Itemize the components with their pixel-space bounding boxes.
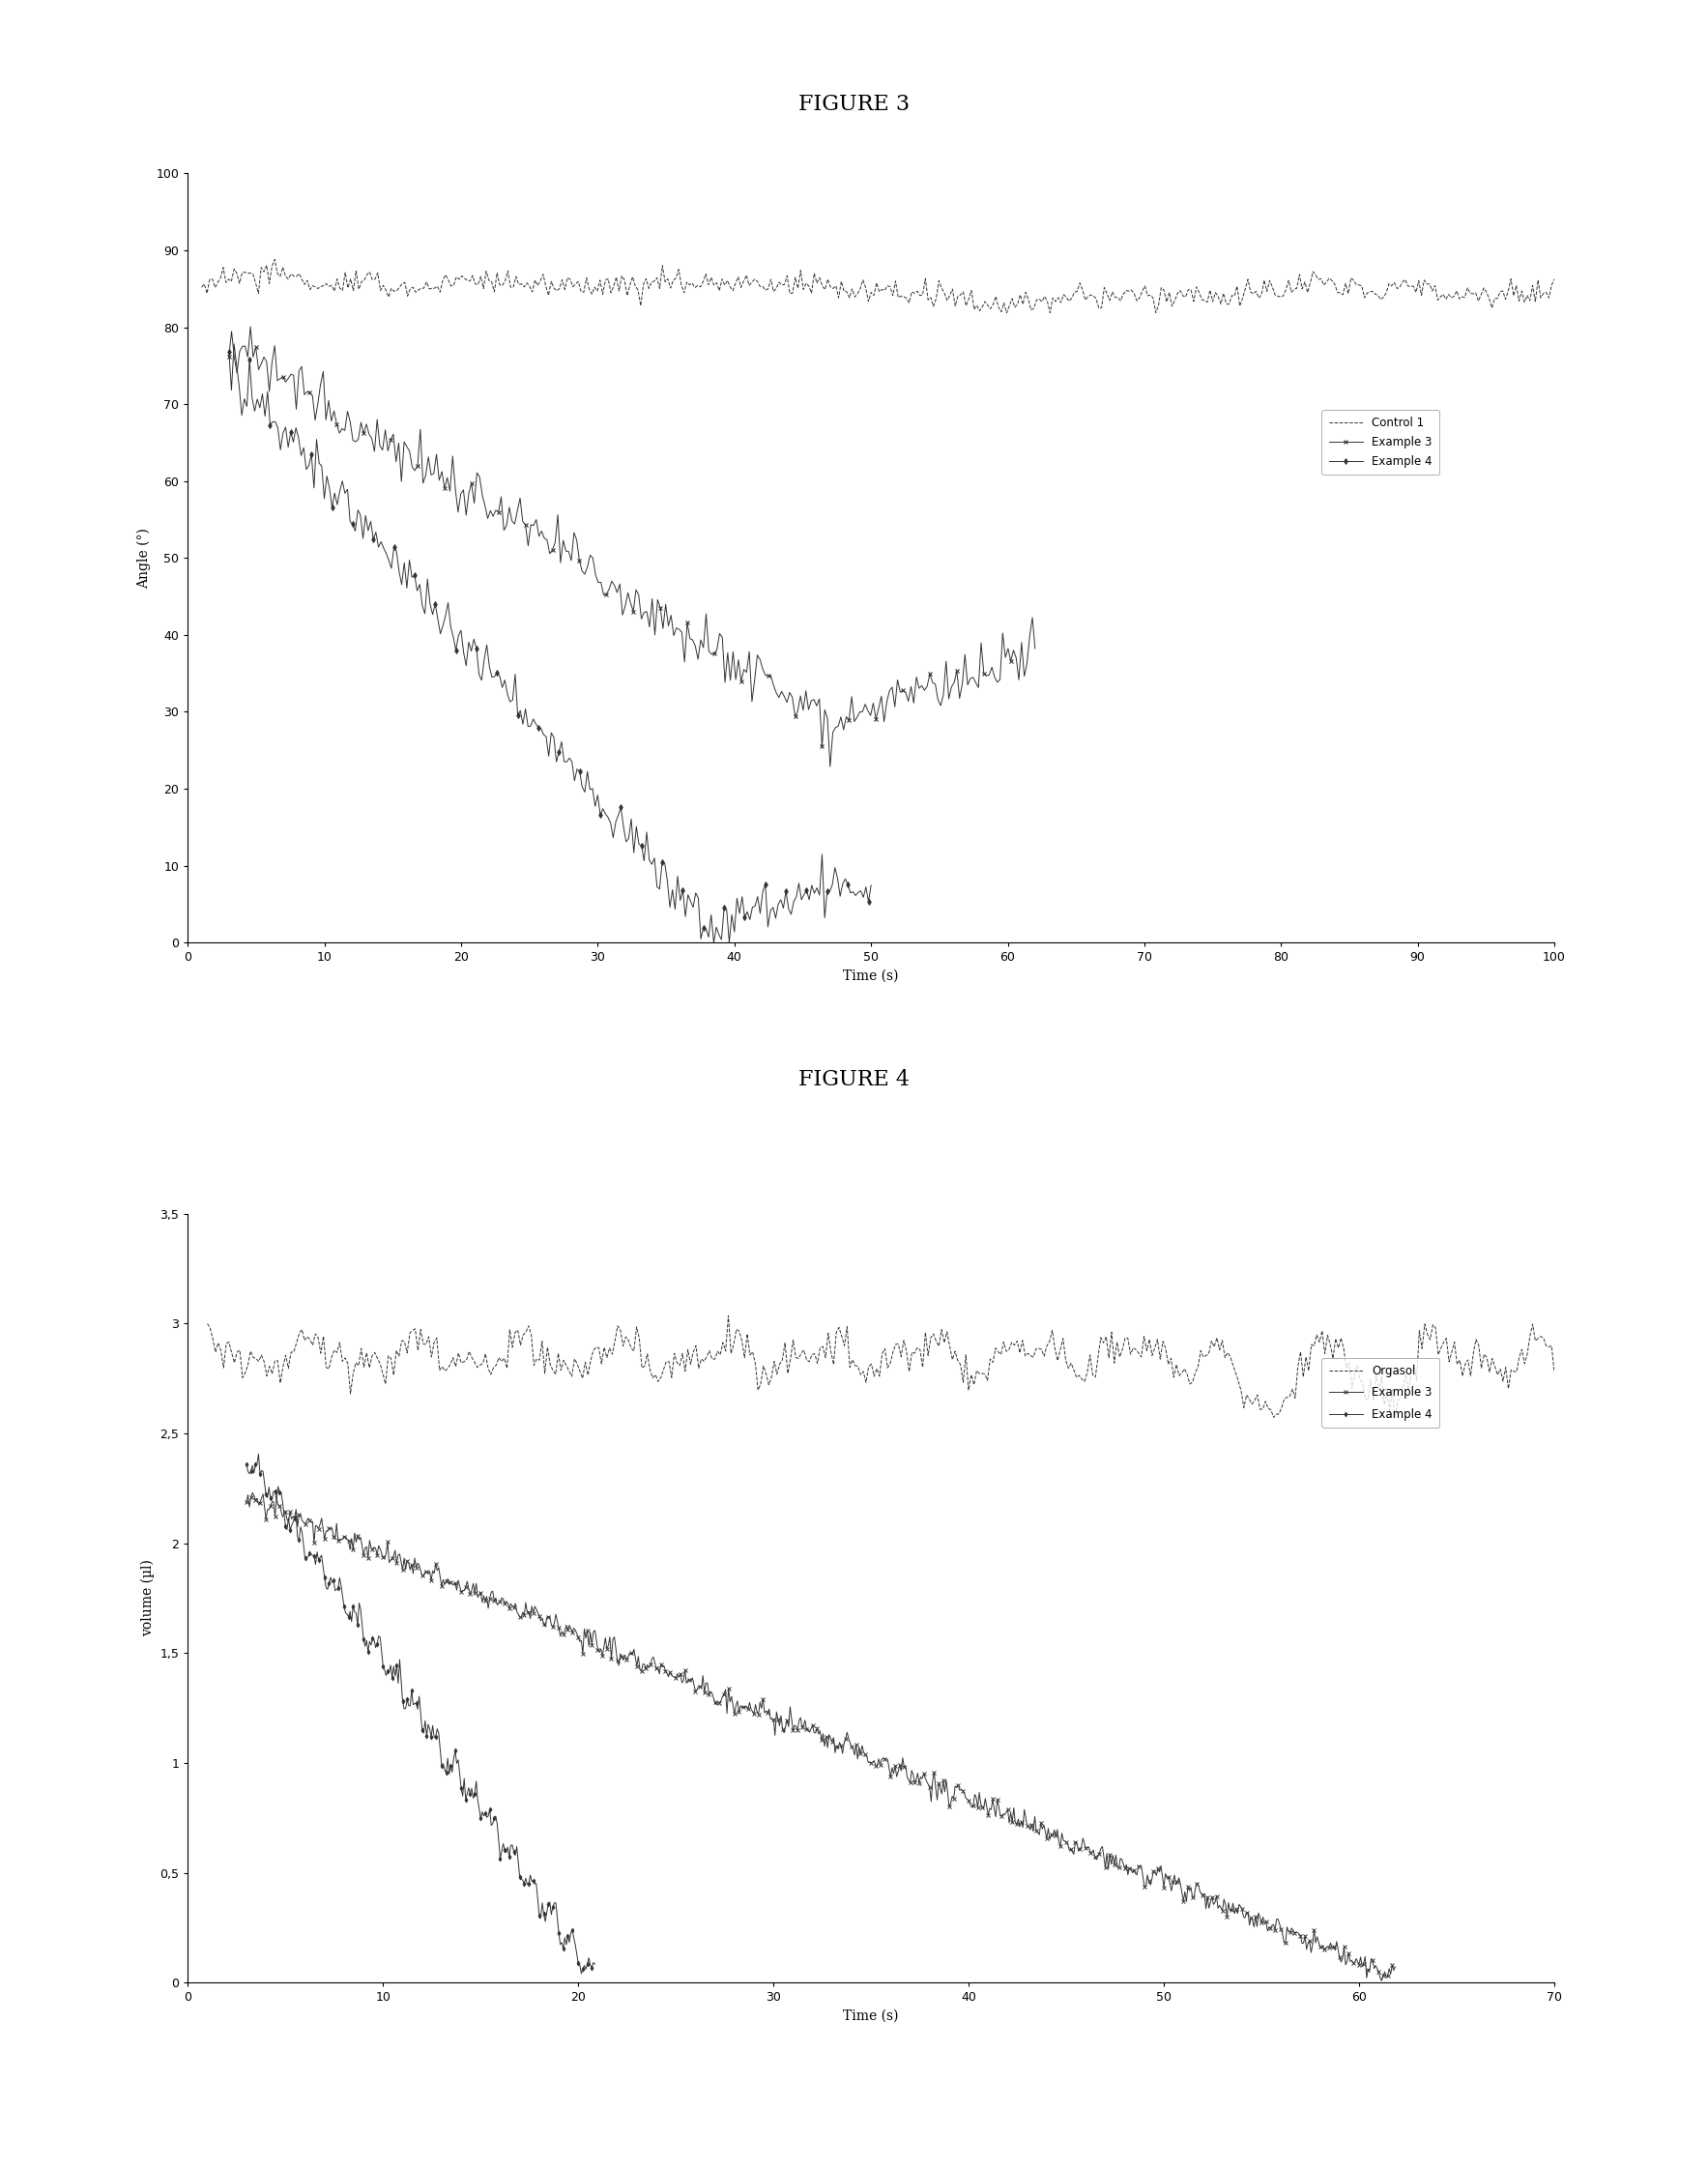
Line: Example 4: Example 4 bbox=[244, 1452, 596, 1976]
Example 4 bbox=[480, 654, 500, 680]
Example 3 bbox=[724, 1701, 745, 1727]
Example 4 bbox=[219, 338, 239, 364]
Control 1 bbox=[837, 280, 857, 306]
Example 3 bbox=[1372, 1968, 1392, 1994]
Example 3 bbox=[820, 754, 840, 780]
Example 4 bbox=[326, 492, 347, 518]
Example 4 bbox=[316, 1575, 336, 1601]
Example 3 bbox=[827, 1734, 847, 1760]
Orgasol bbox=[1001, 1328, 1021, 1354]
Example 3 bbox=[1025, 635, 1045, 661]
Control 1 bbox=[845, 284, 866, 310]
Example 3 bbox=[699, 637, 719, 663]
Control 1 bbox=[1003, 286, 1023, 312]
Example 3 bbox=[454, 1578, 475, 1604]
Line: Example 3: Example 3 bbox=[244, 1491, 1397, 1983]
X-axis label: Time (s): Time (s) bbox=[844, 2009, 898, 2024]
Orgasol bbox=[196, 1311, 217, 1337]
Text: FIGURE 3: FIGURE 3 bbox=[798, 93, 910, 115]
Example 3 bbox=[904, 689, 924, 715]
Example 4 bbox=[533, 1900, 553, 1926]
Orgasol bbox=[929, 1333, 950, 1359]
Example 3 bbox=[446, 1569, 466, 1595]
Example 4 bbox=[506, 1842, 526, 1868]
Example 4 bbox=[704, 930, 724, 956]
Example 4 bbox=[325, 1578, 345, 1604]
Example 4 bbox=[236, 1452, 256, 1478]
Example 3 bbox=[1385, 1955, 1406, 1981]
Control 1 bbox=[926, 286, 946, 312]
Example 4 bbox=[584, 1950, 605, 1976]
Example 3 bbox=[236, 1489, 256, 1515]
Orgasol bbox=[1544, 1359, 1565, 1385]
Line: Orgasol: Orgasol bbox=[207, 1315, 1554, 1417]
Line: Example 3: Example 3 bbox=[227, 325, 1037, 769]
Example 4 bbox=[570, 1961, 591, 1987]
Control 1 bbox=[191, 275, 212, 301]
Example 4 bbox=[224, 332, 244, 358]
Line: Control 1: Control 1 bbox=[202, 260, 1554, 312]
Orgasol bbox=[840, 1354, 861, 1380]
Example 3 bbox=[243, 1480, 263, 1506]
Line: Example 4: Example 4 bbox=[227, 342, 873, 945]
Example 4 bbox=[664, 897, 685, 923]
Example 3 bbox=[241, 314, 261, 340]
Orgasol bbox=[717, 1302, 738, 1328]
Example 4 bbox=[593, 795, 613, 821]
Example 3 bbox=[222, 319, 243, 345]
Example 3 bbox=[818, 1723, 839, 1749]
Control 1 bbox=[996, 299, 1016, 325]
Example 4 bbox=[248, 1441, 268, 1467]
Example 3 bbox=[219, 342, 239, 368]
Control 1 bbox=[265, 247, 285, 273]
Control 1 bbox=[1544, 267, 1565, 293]
Text: FIGURE 4: FIGURE 4 bbox=[798, 1068, 910, 1090]
Example 3 bbox=[702, 641, 722, 667]
Legend: Control 1, Example 3, Example 4: Control 1, Example 3, Example 4 bbox=[1322, 410, 1440, 475]
Example 4 bbox=[487, 659, 507, 685]
Example 3 bbox=[955, 641, 975, 667]
Example 4 bbox=[861, 873, 881, 899]
Legend: Orgasol, Example 3, Example 4: Orgasol, Example 3, Example 4 bbox=[1322, 1359, 1440, 1428]
Orgasol bbox=[1385, 1404, 1406, 1430]
Y-axis label: volume (µl): volume (µl) bbox=[140, 1560, 154, 1636]
Control 1 bbox=[1517, 282, 1537, 308]
X-axis label: Time (s): Time (s) bbox=[844, 969, 898, 984]
Orgasol bbox=[1303, 1333, 1324, 1359]
Example 3 bbox=[714, 670, 734, 696]
Orgasol bbox=[847, 1352, 868, 1378]
Y-axis label: Angle (°): Angle (°) bbox=[137, 527, 150, 589]
Example 3 bbox=[1313, 1933, 1334, 1959]
Control 1 bbox=[1305, 262, 1325, 288]
Example 4 bbox=[840, 880, 861, 906]
Example 4 bbox=[439, 1762, 459, 1788]
Example 4 bbox=[436, 1760, 456, 1786]
Orgasol bbox=[1517, 1341, 1537, 1367]
